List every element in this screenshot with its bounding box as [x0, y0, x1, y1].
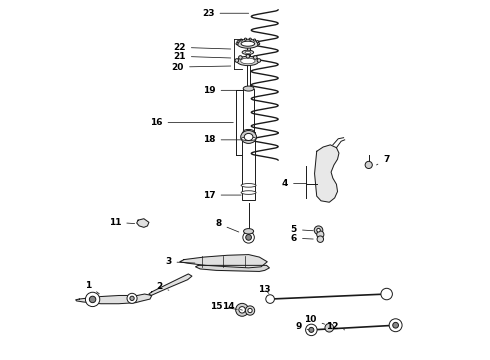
Text: 18: 18: [203, 135, 241, 144]
Circle shape: [317, 231, 324, 238]
Circle shape: [240, 39, 242, 41]
Ellipse shape: [245, 51, 251, 53]
Text: 10: 10: [304, 315, 324, 324]
Ellipse shape: [243, 130, 254, 134]
Circle shape: [381, 288, 392, 300]
Polygon shape: [137, 219, 149, 227]
Circle shape: [325, 323, 334, 332]
Ellipse shape: [237, 56, 259, 66]
Bar: [242, 132, 255, 200]
Circle shape: [309, 327, 314, 332]
Circle shape: [239, 307, 245, 313]
Circle shape: [85, 292, 100, 307]
Text: 12: 12: [326, 322, 344, 331]
Text: 9: 9: [295, 322, 309, 331]
Circle shape: [236, 303, 248, 316]
Text: 21: 21: [173, 52, 231, 61]
Text: 22: 22: [173, 43, 231, 52]
Text: 11: 11: [109, 218, 135, 227]
Circle shape: [243, 231, 254, 243]
Circle shape: [248, 309, 252, 313]
Circle shape: [127, 293, 137, 303]
Text: 7: 7: [376, 155, 390, 165]
Circle shape: [245, 306, 255, 315]
Circle shape: [257, 59, 261, 62]
Circle shape: [393, 322, 398, 328]
Text: 17: 17: [203, 190, 241, 199]
Circle shape: [314, 226, 323, 234]
Circle shape: [253, 56, 257, 59]
Polygon shape: [196, 265, 270, 271]
Circle shape: [245, 38, 246, 40]
Ellipse shape: [241, 58, 255, 64]
Circle shape: [266, 295, 274, 303]
Circle shape: [236, 42, 238, 45]
Ellipse shape: [241, 191, 256, 194]
Circle shape: [365, 161, 372, 168]
Circle shape: [239, 56, 242, 59]
Ellipse shape: [241, 131, 256, 143]
Ellipse shape: [241, 41, 255, 46]
Ellipse shape: [244, 134, 253, 140]
Ellipse shape: [244, 229, 254, 234]
Circle shape: [253, 39, 256, 41]
Text: 5: 5: [291, 225, 313, 234]
Circle shape: [389, 319, 402, 332]
Circle shape: [256, 41, 259, 43]
Circle shape: [235, 59, 239, 62]
Circle shape: [306, 324, 317, 336]
Circle shape: [258, 42, 260, 45]
Polygon shape: [315, 145, 339, 202]
Ellipse shape: [243, 86, 254, 91]
Ellipse shape: [237, 39, 259, 48]
Text: 2: 2: [156, 282, 169, 291]
Ellipse shape: [242, 50, 254, 54]
Circle shape: [89, 296, 96, 303]
Circle shape: [245, 234, 251, 240]
Text: 13: 13: [258, 284, 271, 293]
Text: 1: 1: [85, 281, 99, 294]
Text: 8: 8: [216, 219, 239, 232]
Polygon shape: [180, 255, 267, 268]
Polygon shape: [76, 294, 152, 304]
Text: 4: 4: [282, 179, 307, 188]
Circle shape: [130, 296, 134, 301]
Text: 20: 20: [172, 63, 231, 72]
Text: 19: 19: [203, 86, 241, 95]
Ellipse shape: [241, 137, 256, 140]
Text: 16: 16: [150, 118, 233, 127]
Circle shape: [317, 236, 323, 242]
Polygon shape: [149, 274, 192, 296]
Text: 14: 14: [222, 302, 243, 311]
Bar: [247, 44, 250, 89]
Text: 3: 3: [165, 257, 195, 266]
Circle shape: [246, 54, 250, 58]
Bar: [243, 89, 254, 132]
Circle shape: [237, 41, 239, 43]
Ellipse shape: [241, 184, 256, 187]
Text: 6: 6: [291, 234, 313, 243]
Circle shape: [317, 228, 320, 232]
Text: 23: 23: [202, 9, 249, 18]
Text: 15: 15: [210, 302, 237, 311]
Circle shape: [249, 38, 251, 40]
